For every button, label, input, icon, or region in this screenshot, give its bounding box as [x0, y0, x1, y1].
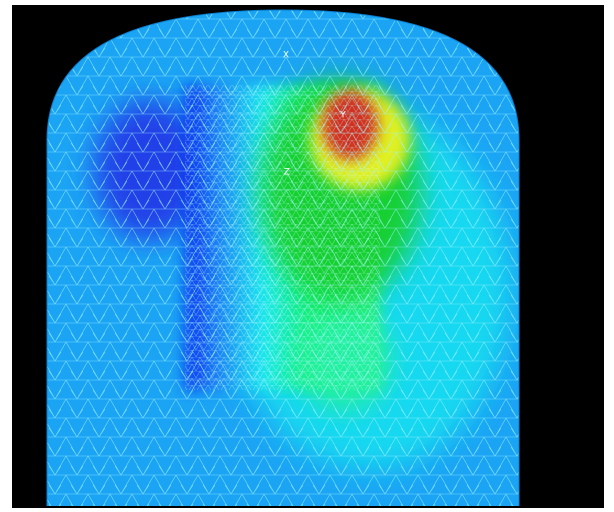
viewport: X Y Z [0, 0, 614, 512]
page: X Y Z (() => { const data = JSON.parse(d… [0, 0, 614, 512]
axis-label: X [283, 51, 289, 61]
axis-label: Y [339, 111, 346, 121]
axis-label: Z [284, 168, 290, 178]
model [40, 5, 530, 512]
